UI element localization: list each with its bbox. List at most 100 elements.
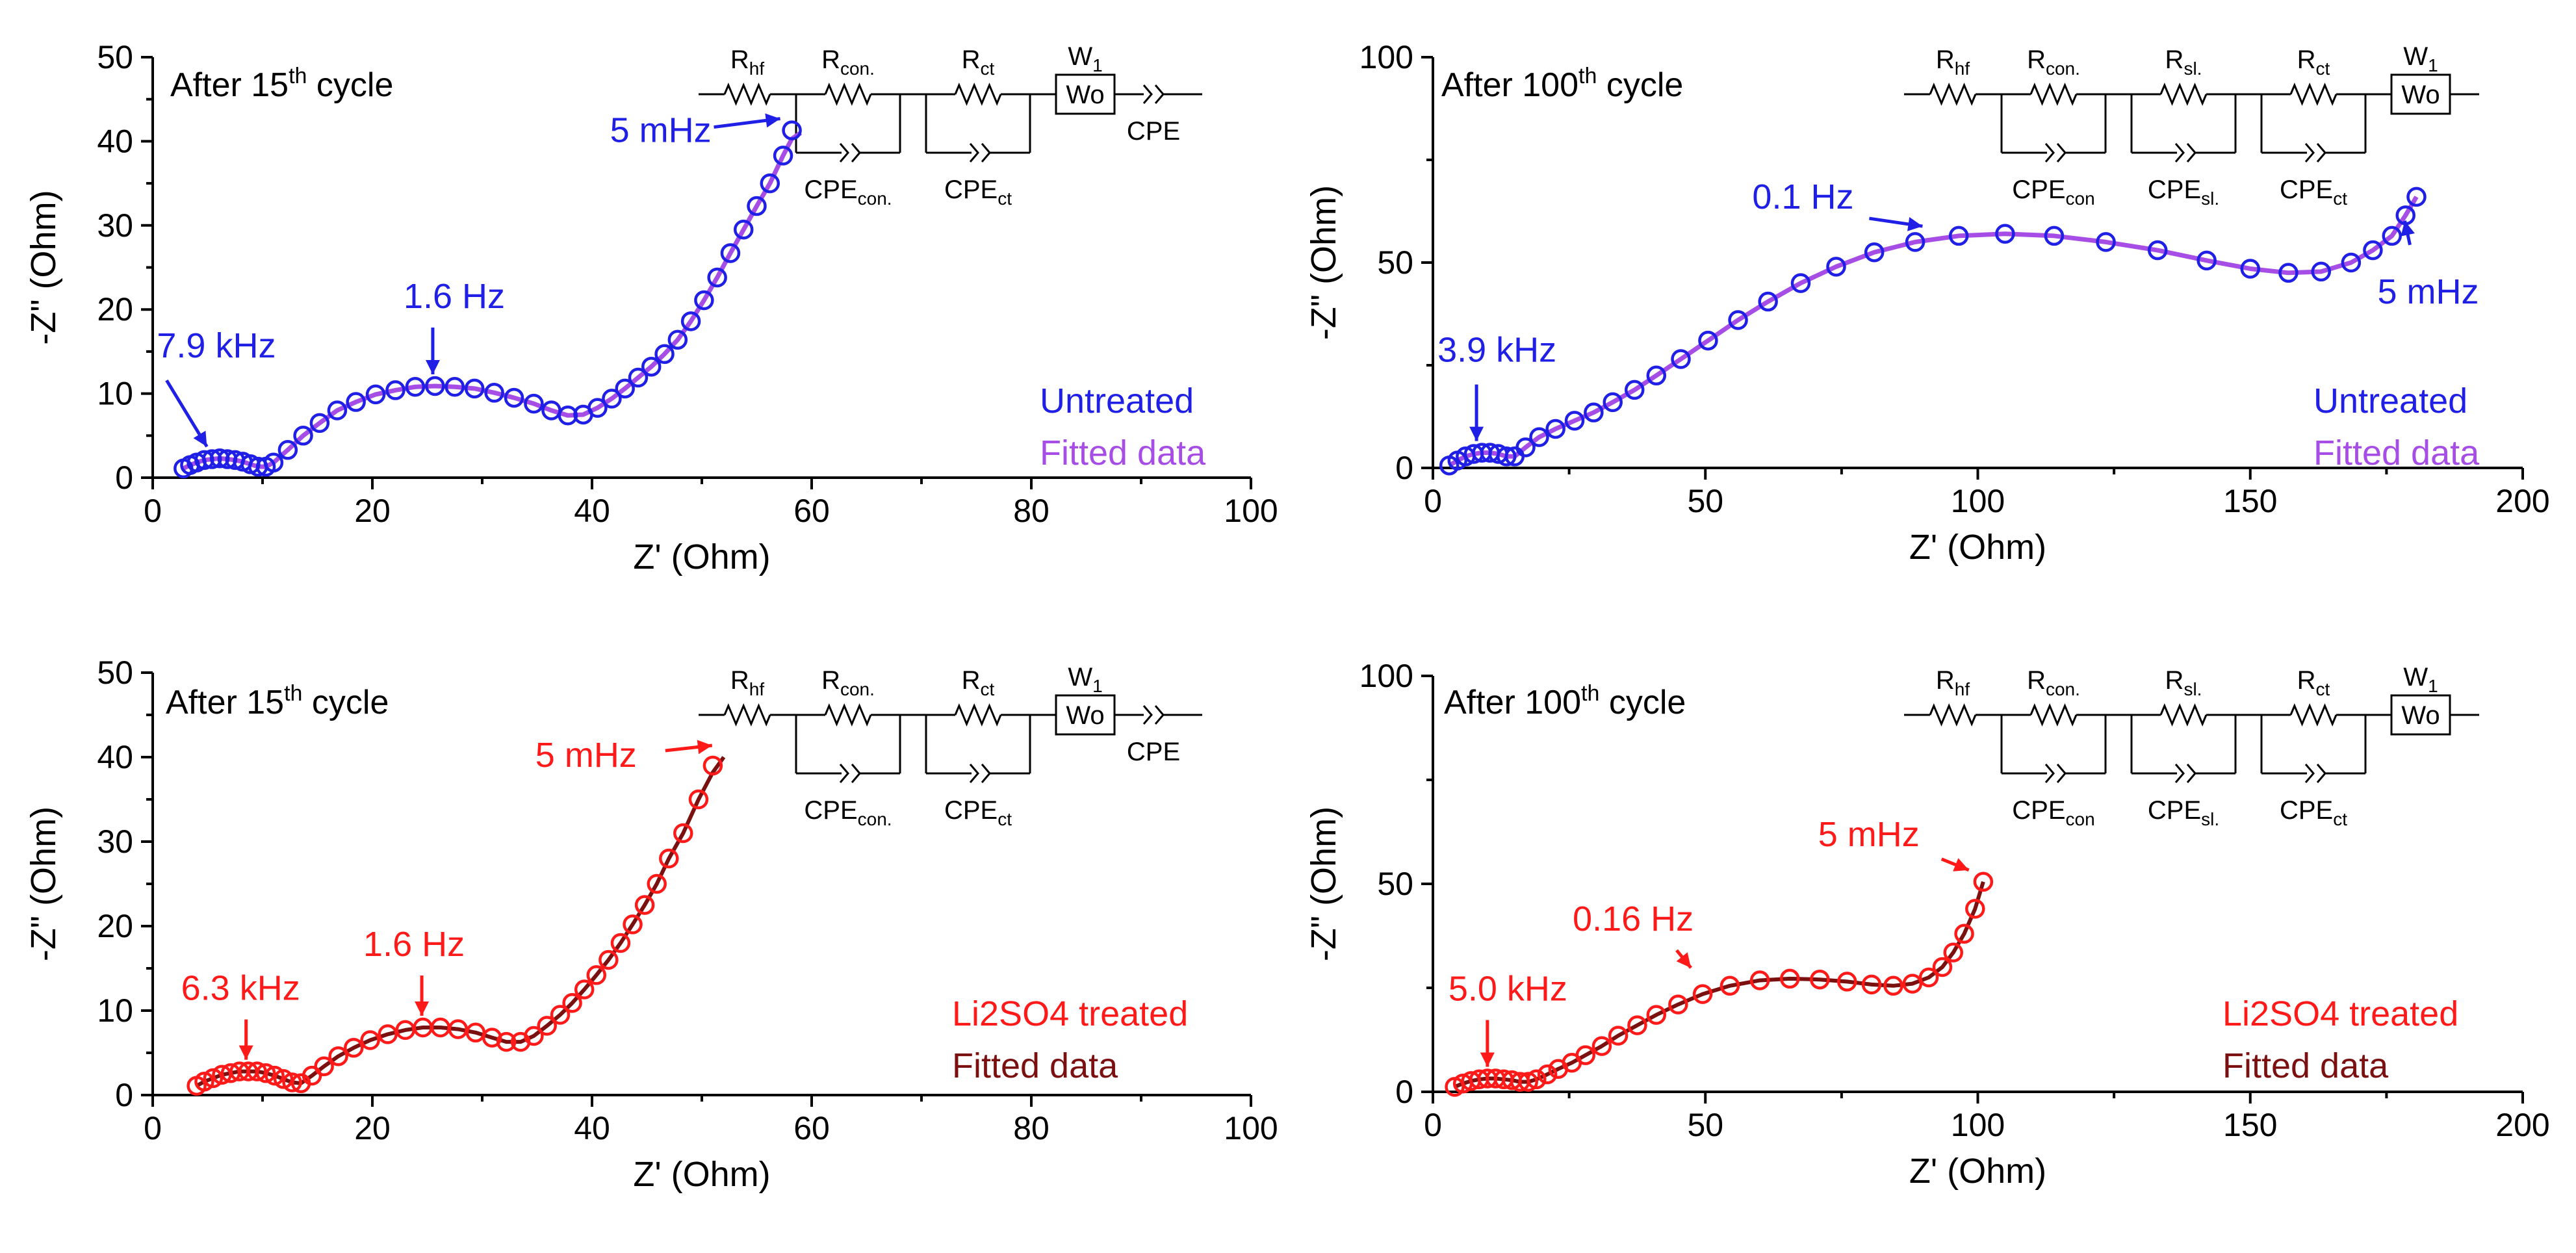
x-tick-label: 20	[354, 493, 391, 529]
legend-entry: Untreated	[2313, 381, 2467, 420]
data-point	[760, 173, 780, 194]
data-point	[1591, 1036, 1612, 1056]
data-point	[659, 848, 679, 869]
data-point	[1627, 1015, 1647, 1035]
annotation-arrow-head	[1480, 1052, 1495, 1067]
label-w1: W1	[1068, 42, 1102, 75]
label-r-hf: Rhf	[1936, 666, 1970, 699]
y-tick-label: 0	[115, 1077, 133, 1113]
data-point	[587, 398, 608, 418]
resistor-rct	[2289, 703, 2338, 727]
x-tick-label: 150	[2223, 483, 2277, 519]
chart-panel-3: 0 20 40 60 80 100 0 10 20 30 40 50 Z' (Ohm) -Z" (Ohm)…	[24, 654, 1278, 1194]
data-point	[1883, 975, 1903, 996]
data-point	[484, 383, 504, 403]
x-tick-label: 20	[354, 1110, 391, 1146]
data-point	[1575, 1045, 1596, 1065]
label-cpect: CPEct	[2280, 796, 2347, 829]
data-point	[425, 376, 445, 396]
annotation-label: 5 mHz	[1818, 815, 1920, 854]
x-tick-label: 80	[1013, 1110, 1050, 1146]
cpe-cpect	[969, 143, 979, 162]
annotation-label: 7.9 kHz	[157, 326, 276, 365]
data-point	[255, 1063, 276, 1083]
data-point	[2196, 250, 2217, 271]
data-point	[1810, 969, 1830, 990]
data-point	[574, 979, 595, 1000]
data-point	[602, 389, 622, 409]
data-point	[586, 965, 607, 985]
label-cpecon: CPEcon.	[804, 175, 892, 209]
y-tick-label: 100	[1359, 39, 1413, 75]
x-tick-label: 100	[1951, 1107, 2005, 1143]
annotation-arrow-head	[2401, 220, 2415, 237]
fit-line	[1454, 881, 1985, 1089]
x-axis-label: Z' (Ohm)	[1909, 528, 2046, 567]
data-point	[328, 1046, 348, 1066]
data-point	[1779, 968, 1800, 989]
data-point	[694, 290, 714, 311]
annotation-arrow-head	[425, 359, 440, 374]
cpe-series	[1142, 84, 1153, 104]
y-tick-label: 0	[1395, 450, 1413, 486]
data-point	[247, 1061, 267, 1081]
y-tick-label: 100	[1359, 658, 1413, 694]
equivalent-circuit: Rhf Rcon. CPEcon Rsl. CPEsl. Rct CPEct Wo W1	[1904, 663, 2479, 829]
label-cpe: CPE	[1127, 738, 1180, 766]
label-r-hf: Rhf	[1936, 45, 1970, 79]
chart-panel-2: 0 50 100 150 200 0 50 100 Z' (Ohm) -Z" (Ohm) After…	[1304, 39, 2550, 567]
data-point	[641, 356, 662, 377]
panel-title: After 15th cycle	[166, 681, 389, 721]
label-wo: Wo	[1066, 701, 1104, 730]
data-point	[707, 267, 727, 288]
data-point	[1608, 1026, 1629, 1046]
label-cpect: CPEct	[944, 175, 1012, 209]
y-tick-label: 10	[97, 992, 133, 1029]
data-point	[537, 1016, 557, 1036]
data-point	[263, 452, 284, 472]
data-point	[504, 387, 524, 408]
data-point	[360, 1030, 380, 1050]
data-point	[2044, 226, 2065, 246]
data-point	[496, 1031, 517, 1052]
annotation-arrow-head	[1953, 858, 1969, 872]
data-point	[282, 1072, 302, 1092]
data-point	[782, 120, 802, 140]
data-point	[1529, 427, 1549, 447]
data-point	[1905, 232, 1926, 252]
label-cpecon: CPEcon.	[804, 796, 892, 829]
label-cpe: CPE	[1127, 117, 1180, 146]
resistor-rcon	[824, 703, 872, 727]
resistor-hf	[1929, 83, 1977, 106]
data-point	[1758, 291, 1778, 312]
annotation-arrow-head	[415, 1001, 430, 1016]
data-point	[378, 1024, 398, 1044]
data-point	[314, 1056, 334, 1077]
legend-entry: Fitted data	[2313, 433, 2480, 472]
data-point	[550, 1005, 571, 1025]
fit-line	[1448, 196, 2419, 468]
data-point	[1826, 257, 1846, 277]
panel-title: After 15th cycle	[170, 64, 393, 104]
data-point	[293, 426, 313, 446]
label-rsl: Rsl.	[2165, 45, 2202, 79]
data-point	[1749, 970, 1770, 990]
data-point	[405, 376, 426, 397]
panel-title: After 100th cycle	[1444, 681, 1686, 721]
annotation-arrow-head	[1469, 426, 1484, 441]
data-point	[2096, 232, 2116, 252]
cpe-cpesl	[2174, 143, 2185, 162]
data-point	[2363, 240, 2383, 261]
y-tick-label: 0	[115, 459, 133, 496]
cpe-cpesl	[2174, 764, 2185, 783]
resistor-rct	[954, 83, 1002, 106]
label-cpesl: CPEsl.	[2148, 796, 2219, 829]
label-cpect: CPEct	[944, 796, 1012, 829]
resistor-rcon	[2029, 703, 2078, 727]
y-tick-label: 40	[97, 739, 133, 775]
legend-entry: Li2SO4 treated	[2222, 994, 2458, 1033]
data-point	[702, 755, 723, 776]
y-axis-label: -Z" (Ohm)	[1304, 807, 1343, 961]
data-point	[1518, 1072, 1538, 1092]
data-point	[1692, 984, 1713, 1004]
